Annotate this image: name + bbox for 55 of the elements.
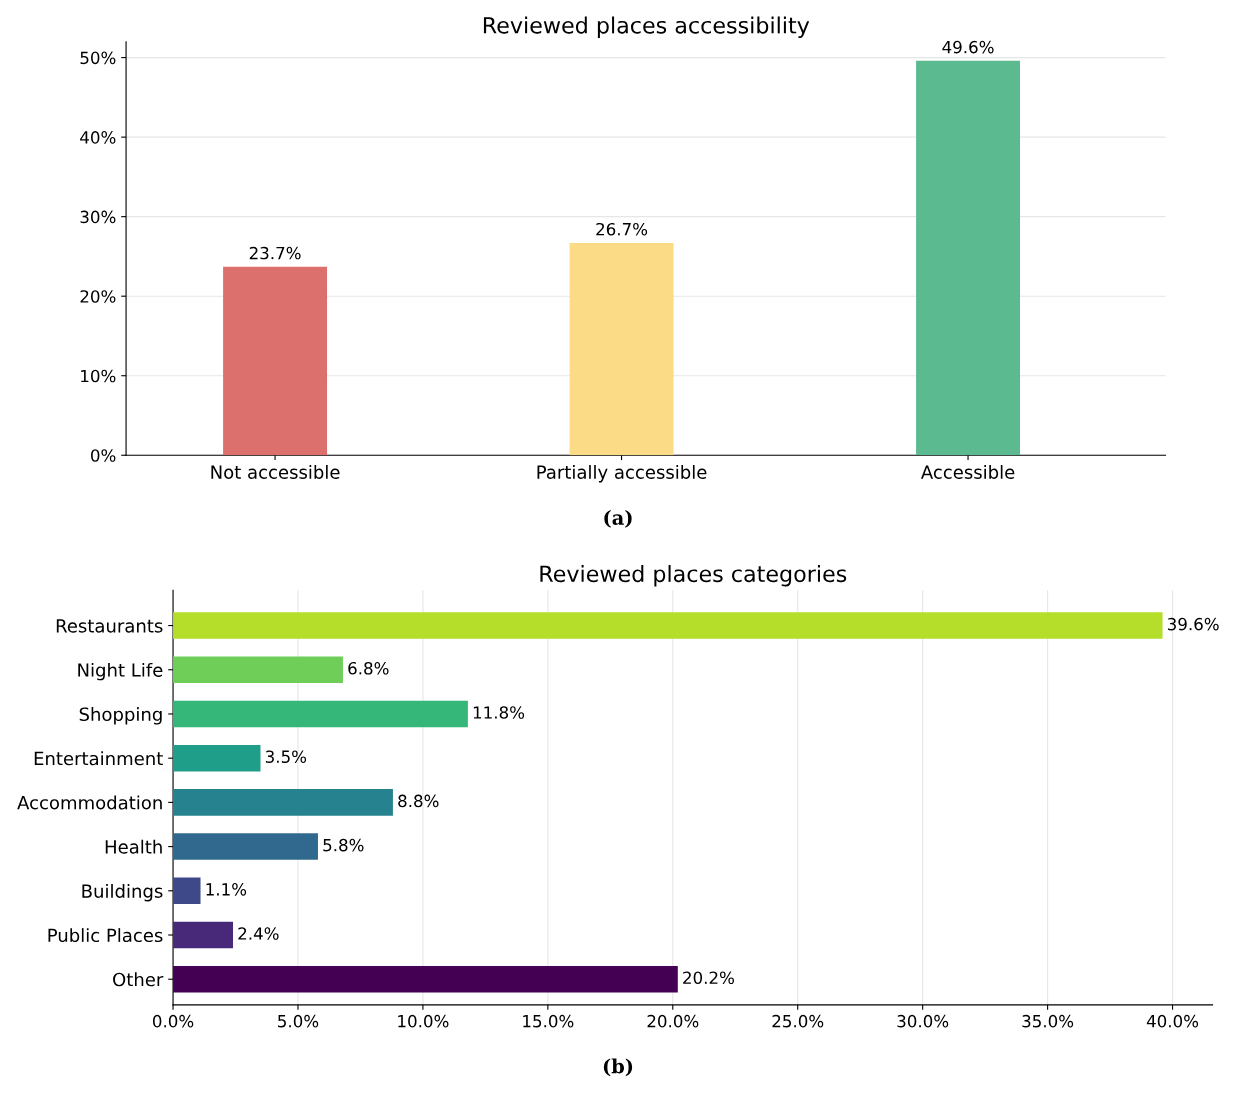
y-tick-label: 40% bbox=[80, 131, 116, 144]
y-tick-label: 10% bbox=[81, 369, 116, 383]
x-tick-label: Partially accessible bbox=[537, 464, 707, 483]
x-tick-label: 35.0% bbox=[1022, 1014, 1074, 1028]
x-tick-label: 30.0% bbox=[897, 1014, 949, 1028]
y-tick-label: Restaurants bbox=[56, 619, 163, 633]
chart-title: Reviewed places categories bbox=[540, 564, 847, 587]
bar bbox=[173, 612, 1163, 639]
y-tick-label: Shopping bbox=[79, 707, 162, 725]
bar bbox=[223, 266, 328, 456]
data-label: 23.7% bbox=[249, 246, 301, 260]
x-tick-label: 0.0% bbox=[152, 1014, 194, 1028]
y-tick-label: Health bbox=[105, 839, 162, 854]
x-tick-label: 20.0% bbox=[647, 1014, 699, 1028]
data-label: 5.8% bbox=[323, 838, 364, 852]
data-label: 3.5% bbox=[265, 750, 307, 764]
x-tick-label: Not accessible bbox=[211, 464, 340, 479]
y-tick-label: 50% bbox=[80, 51, 116, 65]
data-label: 6.8% bbox=[348, 661, 389, 675]
data-label: 8.8% bbox=[398, 794, 439, 808]
bar bbox=[173, 656, 343, 684]
x-tick-label: 5.0% bbox=[278, 1014, 319, 1028]
bar bbox=[173, 877, 201, 905]
bar bbox=[173, 744, 261, 772]
bar bbox=[173, 921, 234, 949]
data-label: 39.6% bbox=[1167, 617, 1219, 631]
y-tick-label: Night Life bbox=[78, 662, 163, 681]
data-label: 49.6% bbox=[942, 40, 994, 54]
chart-title: Reviewed places accessibility bbox=[483, 16, 810, 38]
bar bbox=[916, 60, 1021, 456]
data-label: 11.8% bbox=[473, 706, 525, 719]
bar bbox=[173, 965, 678, 993]
text: (a) bbox=[604, 509, 632, 528]
data-label: 26.7% bbox=[596, 222, 648, 236]
y-tick-label: 20% bbox=[80, 290, 116, 303]
bar bbox=[173, 700, 468, 728]
y-tick-label: Other bbox=[113, 972, 164, 987]
data-label: 1.1% bbox=[206, 883, 247, 896]
x-tick-label: 15.0% bbox=[523, 1014, 574, 1028]
bar bbox=[173, 789, 393, 816]
data-label: 2.4% bbox=[238, 927, 279, 940]
y-tick-label: Entertainment bbox=[34, 751, 163, 766]
data-label: 20.2% bbox=[683, 971, 734, 985]
x-tick-label: 25.0% bbox=[772, 1014, 824, 1028]
bar bbox=[569, 242, 674, 456]
y-tick-label: Public Places bbox=[48, 928, 163, 943]
y-tick-label: Buildings bbox=[82, 883, 163, 902]
y-tick-label: 0% bbox=[91, 449, 116, 462]
x-tick-label: 40.0% bbox=[1146, 1014, 1199, 1028]
y-tick-label: Accommodation bbox=[17, 795, 162, 810]
bar bbox=[173, 833, 318, 860]
text: (b) bbox=[603, 1058, 633, 1077]
y-tick-label: 30% bbox=[80, 210, 116, 224]
x-tick-label: Accessible bbox=[920, 464, 1015, 479]
x-tick-label: 10.0% bbox=[398, 1014, 449, 1028]
